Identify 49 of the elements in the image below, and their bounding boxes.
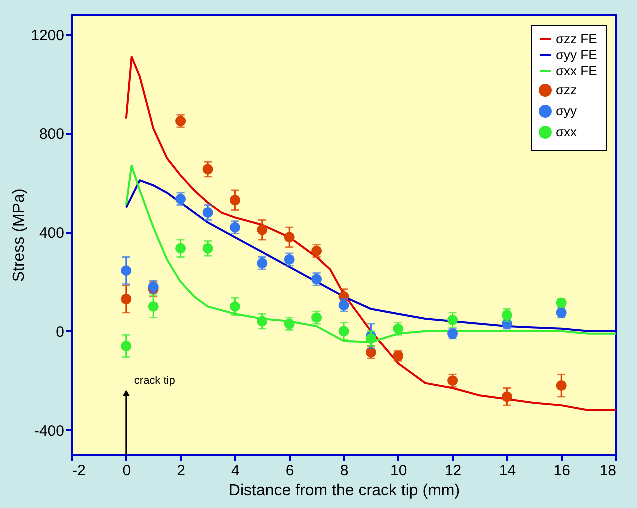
point bbox=[176, 116, 186, 127]
legend-label: σzz bbox=[556, 82, 578, 98]
x-tick-label: 2 bbox=[177, 462, 186, 480]
point bbox=[338, 326, 350, 337]
point bbox=[502, 310, 512, 321]
legend-label: σyy FE bbox=[556, 48, 598, 62]
point bbox=[556, 380, 567, 392]
x-tick-label: 18 bbox=[600, 462, 616, 480]
point bbox=[366, 334, 376, 344]
point bbox=[257, 316, 268, 327]
legend-label: σyy bbox=[556, 104, 578, 118]
point bbox=[121, 266, 132, 276]
point bbox=[202, 243, 214, 254]
y-tick-label: 1200 bbox=[31, 27, 64, 44]
legend-label: σxx bbox=[556, 124, 578, 140]
x-tick-label: 0 bbox=[122, 462, 132, 480]
point bbox=[121, 294, 132, 305]
x-tick-label: 4 bbox=[232, 462, 240, 480]
point bbox=[202, 208, 214, 218]
x-tick-label: 14 bbox=[499, 462, 516, 480]
legend-label: σxx FE bbox=[556, 64, 598, 78]
point bbox=[230, 195, 240, 206]
legend-label: σzz FE bbox=[556, 32, 598, 46]
point bbox=[230, 222, 240, 233]
point bbox=[202, 164, 214, 175]
point bbox=[284, 232, 295, 243]
x-tick-label: 6 bbox=[286, 462, 294, 480]
point bbox=[448, 376, 458, 386]
point bbox=[284, 254, 295, 265]
y-tick-label: 800 bbox=[39, 126, 64, 144]
point bbox=[556, 308, 567, 318]
x-tick-label: 10 bbox=[390, 462, 408, 480]
point bbox=[176, 243, 186, 254]
point bbox=[121, 341, 132, 352]
point bbox=[257, 224, 268, 236]
point bbox=[502, 392, 512, 402]
x-tick-label: -2 bbox=[72, 462, 86, 480]
x-tick-label: 8 bbox=[340, 462, 349, 480]
point bbox=[230, 301, 240, 312]
point bbox=[448, 315, 458, 326]
y-axis-title: Stress (MPa) bbox=[11, 188, 28, 282]
point bbox=[148, 301, 159, 312]
y-tick-label: -400 bbox=[34, 422, 64, 440]
x-tick-label: 12 bbox=[444, 462, 462, 480]
x-tick-label: 16 bbox=[554, 462, 570, 480]
y-tick-label: 400 bbox=[39, 225, 64, 242]
x-axis-title: Distance from the crack tip (mm) bbox=[228, 482, 460, 500]
annotation: crack tip bbox=[134, 375, 176, 388]
y-tick-label: 0 bbox=[56, 324, 64, 341]
